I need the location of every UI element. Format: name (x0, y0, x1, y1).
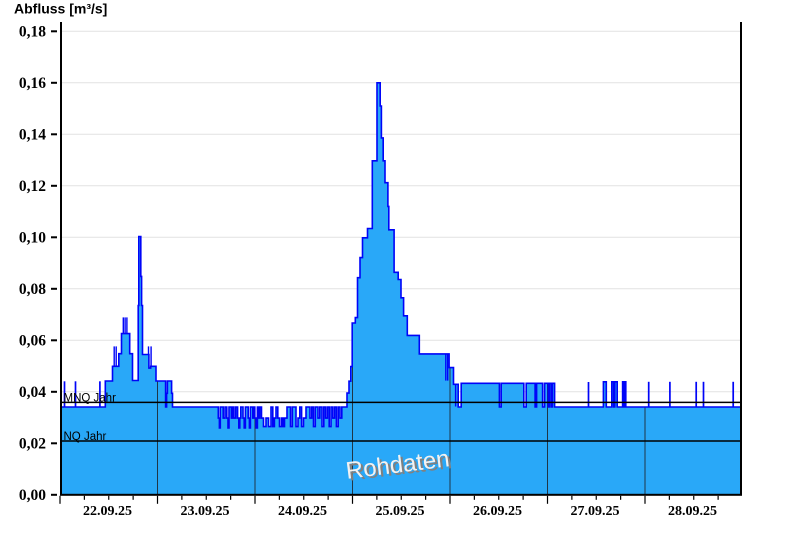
svg-text:0,00: 0,00 (19, 487, 46, 504)
svg-text:0,06: 0,06 (19, 333, 46, 350)
svg-text:0,12: 0,12 (19, 178, 46, 195)
svg-text:MNQ Jahr: MNQ Jahr (64, 392, 117, 404)
svg-text:26.09.25: 26.09.25 (473, 504, 522, 519)
svg-text:25.09.25: 25.09.25 (376, 504, 425, 519)
svg-text:NQ Jahr: NQ Jahr (64, 431, 107, 443)
svg-text:28.09.25: 28.09.25 (668, 504, 717, 519)
svg-text:0,10: 0,10 (19, 230, 46, 247)
svg-text:0,02: 0,02 (19, 436, 46, 453)
svg-text:Abfluss [m³/s]: Abfluss [m³/s] (14, 1, 107, 17)
svg-text:22.09.25: 22.09.25 (83, 504, 132, 519)
svg-text:0,14: 0,14 (19, 127, 46, 144)
svg-text:27.09.25: 27.09.25 (571, 504, 620, 519)
svg-text:0,04: 0,04 (19, 384, 46, 401)
svg-text:24.09.25: 24.09.25 (278, 504, 327, 519)
svg-text:0,18: 0,18 (19, 24, 46, 41)
svg-text:23.09.25: 23.09.25 (181, 504, 230, 519)
svg-text:0,16: 0,16 (19, 75, 46, 92)
svg-text:0,08: 0,08 (19, 281, 46, 298)
